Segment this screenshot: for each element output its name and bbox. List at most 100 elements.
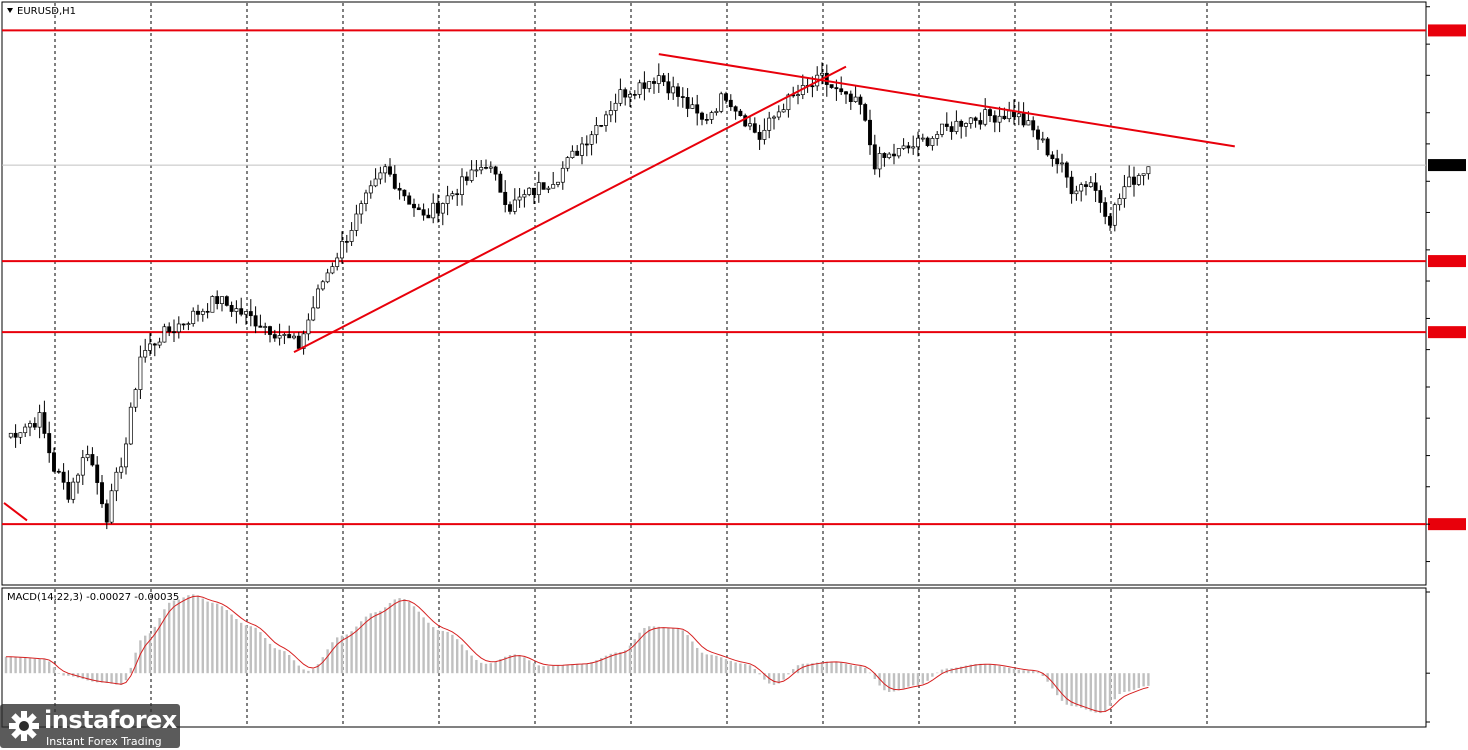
candle-body	[277, 335, 282, 339]
candle-body	[776, 111, 781, 118]
macd-bar	[139, 640, 142, 674]
macd-bar	[984, 663, 987, 674]
candle-body	[1040, 138, 1045, 141]
macd-bar	[561, 664, 564, 674]
candle-body	[954, 120, 959, 132]
candle-body	[628, 94, 632, 98]
candle-body	[1112, 204, 1117, 226]
candle-body	[1069, 176, 1074, 195]
candle-body	[872, 144, 877, 170]
candle-body	[191, 310, 196, 324]
candle-body	[23, 426, 28, 434]
macd-bar	[436, 629, 440, 674]
gear-icon	[9, 711, 39, 741]
macd-bar	[710, 654, 713, 674]
macd-bar	[912, 673, 915, 686]
macd-bar	[614, 652, 617, 674]
candle-body	[829, 84, 834, 88]
candle-body	[556, 181, 560, 185]
macd-bar	[864, 667, 867, 674]
candle-body	[124, 443, 128, 468]
triangle-down-icon[interactable]	[7, 8, 13, 13]
macd-bar	[1027, 670, 1030, 674]
macd-bar	[513, 654, 516, 674]
candle-body	[580, 143, 584, 156]
candle-body	[690, 104, 695, 109]
candle-body	[820, 72, 824, 76]
candle-body	[848, 93, 853, 103]
candle-body	[695, 104, 700, 114]
candle-body	[992, 115, 997, 123]
candle-body	[570, 150, 575, 158]
macd-bar	[52, 667, 56, 674]
candle-body	[1079, 184, 1084, 192]
candle-body	[61, 471, 66, 483]
macd-bar	[326, 649, 329, 674]
macd-bar	[979, 663, 982, 674]
macd-bar	[1003, 666, 1006, 674]
candle-body	[1084, 184, 1088, 187]
candle-body	[1093, 182, 1098, 191]
candle-body	[508, 204, 512, 212]
macd-bar	[792, 669, 795, 674]
macd-bar	[777, 673, 780, 684]
candle-body	[138, 356, 143, 390]
candle-body	[95, 464, 100, 483]
candle-body	[637, 82, 642, 95]
candle-body	[844, 91, 848, 95]
candle-body	[589, 134, 594, 145]
macd-bar	[955, 667, 958, 674]
level-price-tag	[1428, 255, 1466, 268]
price-axis	[1426, 6, 1430, 723]
macd-bar	[268, 643, 272, 674]
macd-bar	[148, 633, 152, 674]
macd-bar	[316, 664, 320, 674]
candle-body	[911, 146, 916, 149]
candle-body	[378, 172, 383, 180]
candle-body	[383, 166, 388, 174]
macd-bar	[532, 663, 536, 674]
macd-bar	[801, 663, 804, 674]
macd-bar	[494, 661, 497, 674]
macd-bar	[888, 673, 891, 692]
macd-bar	[758, 673, 761, 675]
macd-bar	[105, 673, 108, 683]
candle-body	[642, 82, 647, 89]
candle-body	[292, 335, 296, 339]
macd-bar	[667, 628, 670, 674]
macd-bar	[331, 642, 334, 674]
macd-bar	[662, 627, 665, 674]
price-pane-frame	[1, 1, 1427, 586]
macd-bar	[451, 634, 454, 674]
candle-body	[916, 137, 920, 148]
candle-body	[901, 145, 906, 149]
macd-bar	[556, 665, 560, 674]
macd-bar	[1094, 673, 1097, 713]
macd-bar	[1084, 673, 1088, 710]
macd-bar	[974, 664, 977, 674]
macd-bar	[609, 653, 612, 674]
macd-bar	[696, 647, 699, 674]
macd-bar	[24, 657, 27, 674]
macd-bar	[523, 657, 526, 674]
macd-bar	[931, 673, 934, 677]
candle-body	[1045, 138, 1050, 156]
candle-body	[613, 102, 618, 111]
candle-body	[1117, 198, 1122, 206]
candle-body	[90, 454, 95, 466]
candle-body	[988, 109, 992, 116]
candle-body	[527, 187, 532, 195]
macd-bar	[216, 603, 219, 674]
candle-body	[983, 109, 988, 125]
candle-body	[340, 241, 344, 259]
candle-body	[181, 323, 186, 326]
candle-body	[738, 110, 743, 116]
support-resistance-levels[interactable]	[2, 24, 1466, 531]
macd-bar	[91, 673, 94, 682]
candle-body	[709, 112, 714, 120]
candle-body	[200, 310, 205, 315]
candle-body	[728, 99, 733, 108]
candle-body	[1127, 176, 1132, 188]
trendlines[interactable]	[3, 53, 1235, 522]
